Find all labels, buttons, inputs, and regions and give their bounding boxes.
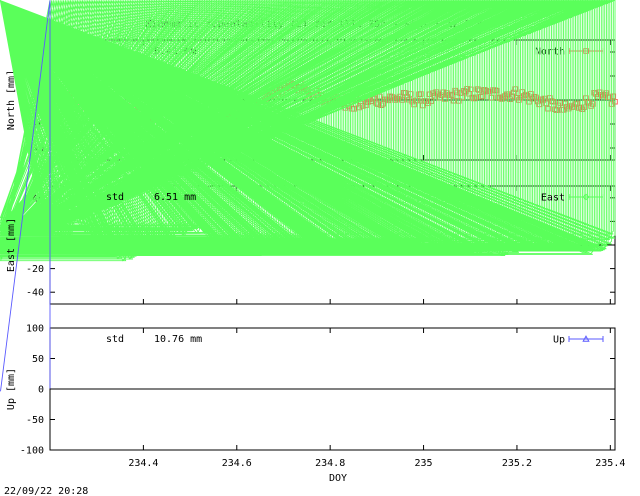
y-axis-label-up: Up [mm] — [6, 368, 17, 410]
data-points-up — [0, 0, 51, 392]
y-tick-label-up: 50 — [32, 354, 44, 365]
x-tick-label: 234.6 — [222, 458, 252, 469]
std-label-east: std — [106, 192, 124, 203]
x-tick-label: 235.2 — [502, 458, 532, 469]
y-tick-label-up: -50 — [26, 415, 44, 426]
y-tick-label-east: -40 — [26, 288, 44, 299]
x-tick-label: 234.4 — [128, 458, 158, 469]
x-axis-label: DOY — [329, 473, 347, 484]
panel-up: 100 50 0 -50 -100 234.4 234.6 234.8 235 235.2 235.… — [0, 0, 625, 469]
legend-label-up: Up — [553, 335, 565, 346]
std-label-up: std — [106, 334, 124, 345]
x-tick-label: 235 — [415, 458, 433, 469]
legend-label-east: East — [541, 193, 565, 204]
y-tick-label-up: 0 — [38, 385, 44, 396]
std-value-up: 10.76 mm — [154, 334, 202, 345]
y-axis-label-north: North [mm] — [6, 70, 17, 130]
y-tick-label-up: -100 — [20, 446, 44, 457]
y-tick-label-up: 100 — [26, 324, 44, 335]
x-tick-label: 234.8 — [315, 458, 345, 469]
x-tick-label: 235.4 — [595, 458, 625, 469]
legend-marker-up — [582, 335, 590, 342]
std-value-east: 6.51 mm — [154, 192, 196, 203]
y-axis-label-east: East [mm] — [6, 218, 17, 272]
legend-marker-east — [582, 193, 590, 201]
timestamp: 22/09/22 20:28 — [4, 486, 88, 496]
y-tick-label-east: -20 — [26, 264, 44, 275]
